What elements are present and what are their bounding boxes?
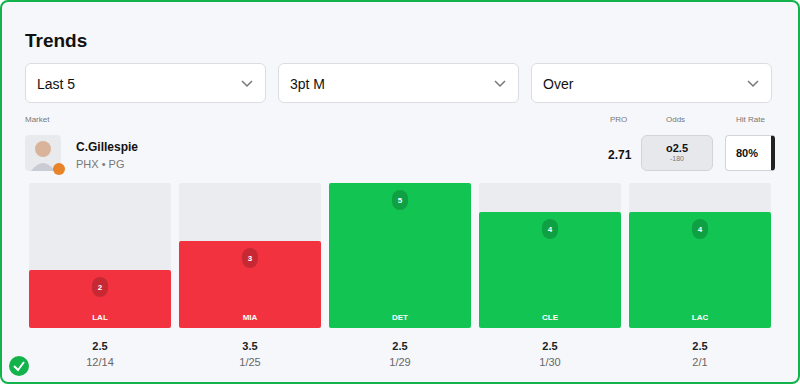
html-text:o2.5: o2.5 bbox=[666, 142, 688, 154]
html-text:2.71: 2.71 bbox=[608, 148, 632, 162]
svg-text:4: 4 bbox=[698, 225, 703, 234]
svg-text:DET: DET bbox=[392, 313, 408, 322]
html-text:-180: -180 bbox=[670, 155, 684, 162]
html-text:Odds: Odds bbox=[666, 115, 686, 124]
svg-text:2/1: 2/1 bbox=[692, 356, 707, 368]
html-text:PRO: PRO bbox=[610, 115, 628, 124]
svg-text:1/29: 1/29 bbox=[389, 356, 410, 368]
svg-text:3: 3 bbox=[248, 254, 253, 263]
html-text:Market: Market bbox=[25, 115, 50, 124]
svg-text:5: 5 bbox=[398, 196, 403, 205]
html-text:3pt M: 3pt M bbox=[290, 76, 325, 92]
svg-text:1/30: 1/30 bbox=[539, 356, 560, 368]
svg-text:MIA: MIA bbox=[243, 313, 258, 322]
svg-text:LAC: LAC bbox=[692, 313, 709, 322]
html-text:Hit Rate: Hit Rate bbox=[736, 115, 765, 124]
svg-text:LAL: LAL bbox=[92, 313, 108, 322]
html-text:80%: 80% bbox=[736, 147, 758, 159]
svg-text:4: 4 bbox=[548, 225, 553, 234]
svg-text:2.5: 2.5 bbox=[392, 340, 407, 352]
svg-text:2: 2 bbox=[98, 283, 103, 292]
svg-text:12/14: 12/14 bbox=[86, 356, 114, 368]
svg-text:2.5: 2.5 bbox=[92, 340, 107, 352]
html-text:Trends: Trends bbox=[25, 30, 88, 51]
svg-text:1/25: 1/25 bbox=[239, 356, 260, 368]
html-text:PHX • PG: PHX • PG bbox=[76, 158, 125, 170]
html-text:Last 5: Last 5 bbox=[37, 76, 76, 92]
svg-text:3.5: 3.5 bbox=[242, 340, 257, 352]
svg-text:2.5: 2.5 bbox=[692, 340, 707, 352]
svg-text:CLE: CLE bbox=[542, 313, 559, 322]
html-text:Over: Over bbox=[543, 76, 574, 92]
html-text:C.Gillespie: C.Gillespie bbox=[76, 140, 138, 154]
svg-text:2.5: 2.5 bbox=[542, 340, 557, 352]
